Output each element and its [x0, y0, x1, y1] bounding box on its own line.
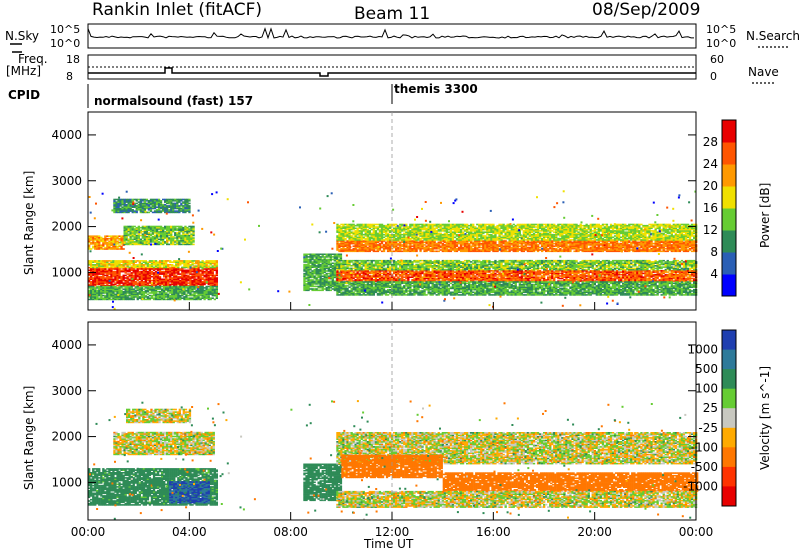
data-band — [443, 472, 699, 492]
colorbar-tick-label: 20 — [703, 179, 718, 193]
x-tick-label: 16:00 — [476, 525, 511, 539]
colorbar: 1000 500 100 25 -25 -100 -500 -1000 — [683, 330, 736, 507]
data-band — [303, 254, 342, 292]
colorbar-tick-label: 500 — [695, 362, 718, 376]
y-tick-label: 3000 — [51, 174, 82, 188]
data-band — [88, 267, 218, 287]
data-band — [336, 281, 697, 296]
colorbar-tick-label: 100 — [695, 382, 718, 396]
colorbar-tick-label: 12 — [703, 223, 718, 237]
colorbar-segment — [722, 369, 736, 389]
data-band — [113, 199, 190, 214]
data-band — [88, 235, 125, 249]
x-tick-label: 00:00 — [71, 525, 106, 539]
colorbar-segment — [722, 186, 736, 209]
data-band — [303, 464, 342, 502]
power-ylabel: Slant Range [km] — [22, 171, 36, 275]
colorbar-segment — [722, 467, 736, 487]
colorbar-tick-label: 25 — [703, 401, 718, 415]
data-band — [336, 491, 697, 508]
data-band — [169, 481, 210, 503]
y-tick-label: 4000 — [51, 128, 82, 142]
xaxis-label: Time UT — [364, 537, 413, 551]
colorbar-segment — [722, 230, 736, 253]
colorbar-segment — [722, 252, 736, 275]
x-tick-label: 00:00 — [679, 525, 714, 539]
colorbar-segment — [722, 330, 736, 350]
colorbar-segment — [722, 120, 736, 143]
power-colorbar-label: Power [dB] — [758, 183, 772, 248]
data-band — [336, 224, 697, 241]
colorbar-tick-label: 24 — [703, 157, 718, 171]
colorbar-tick-label: 28 — [703, 135, 718, 149]
colorbar-segment — [722, 164, 736, 187]
colorbar-segment — [722, 142, 736, 165]
colorbar: 4 8 12 16 20 24 28 — [703, 120, 736, 297]
colorbar-segment — [722, 350, 736, 370]
colorbar-tick-label: -1000 — [683, 479, 718, 493]
y-tick-label: 1000 — [51, 265, 82, 279]
x-tick-label: 08:00 — [273, 525, 308, 539]
y-tick-label: 3000 — [51, 384, 82, 398]
colorbar-tick-label: 16 — [703, 201, 718, 215]
colorbar-segment — [722, 447, 736, 467]
colorbar-segment — [722, 408, 736, 428]
y-tick-label: 2000 — [51, 220, 82, 234]
x-tick-label: 04:00 — [172, 525, 207, 539]
y-tick-label: 1000 — [51, 475, 82, 489]
data-band — [336, 240, 697, 252]
y-tick-label: 4000 — [51, 338, 82, 352]
data-band — [336, 260, 697, 271]
colorbar-tick-label: 1000 — [687, 343, 718, 357]
colorbar-tick-label: 8 — [710, 245, 718, 259]
colorbar-segment — [722, 389, 736, 409]
colorbar-segment — [722, 274, 736, 297]
velocity-colorbar-label: Velocity [m s^-1] — [758, 366, 772, 470]
freq-trace — [88, 67, 696, 76]
colorbar-segment — [722, 486, 736, 506]
data-band — [336, 270, 697, 282]
nsky-trace — [88, 29, 694, 38]
x-tick-label: 20:00 — [577, 525, 612, 539]
power-panel: 1000 2000 3000 4000 4 8 12 16 20 24 28 — [51, 112, 736, 310]
colorbar-tick-label: -100 — [691, 440, 718, 454]
y-tick-label: 2000 — [51, 430, 82, 444]
data-band — [124, 226, 195, 246]
colorbar-tick-label: 4 — [710, 267, 718, 281]
velocity-ylabel: Slant Range [km] — [22, 386, 36, 490]
colorbar-segment — [722, 428, 736, 448]
colorbar-tick-label: -25 — [698, 421, 718, 435]
colorbar-tick-label: -500 — [691, 460, 718, 474]
colorbar-segment — [722, 208, 736, 231]
nsky-panel — [88, 24, 696, 48]
